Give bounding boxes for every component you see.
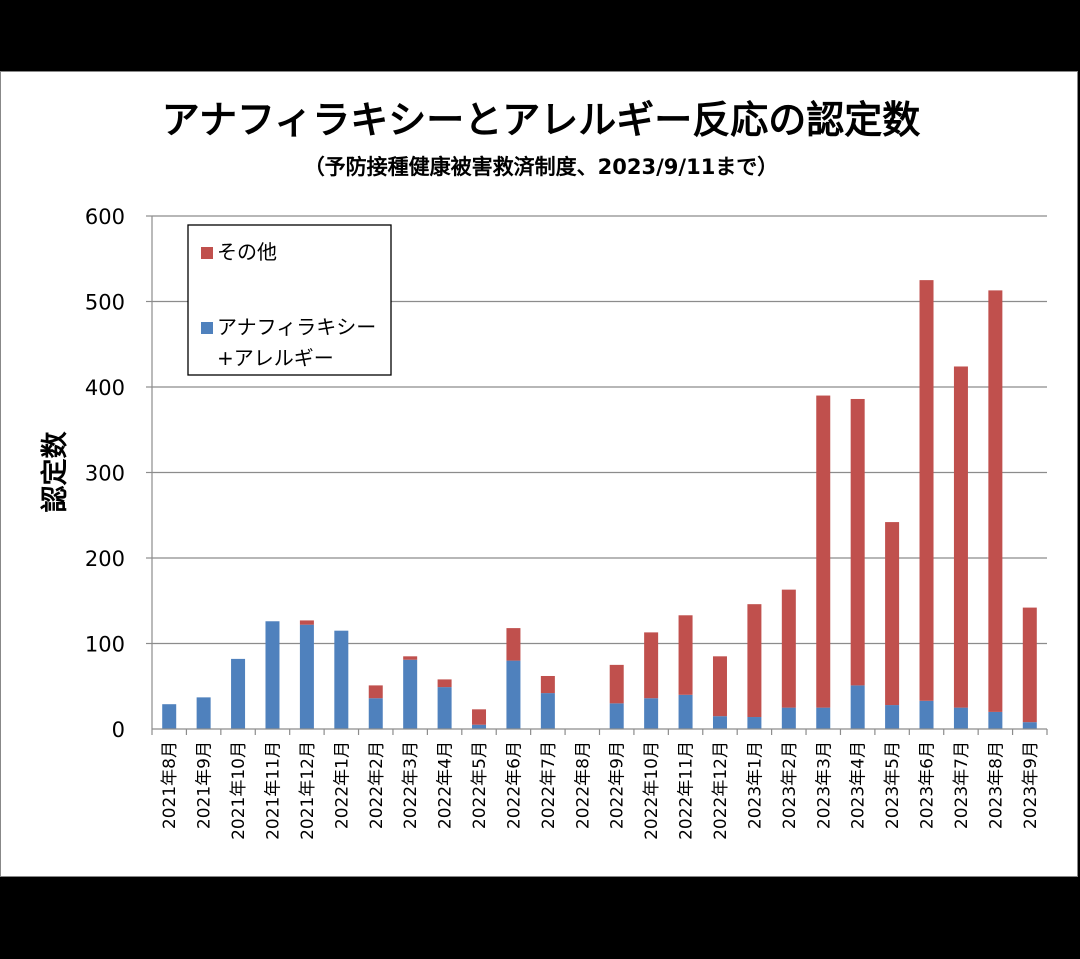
bar-segment bbox=[403, 659, 418, 729]
legend-label: +アレルギー bbox=[217, 346, 334, 370]
bar-segment bbox=[265, 621, 280, 729]
y-tick-label: 500 bbox=[85, 291, 125, 315]
x-tick-labels: 2021年8月 2021年9月 2021年10月 2021年11月 2021年12月 20… bbox=[160, 741, 1041, 840]
y-tick-label: 100 bbox=[85, 633, 125, 657]
bar-segment bbox=[472, 724, 487, 729]
chart-title: アナフィラキシーとアレルギー反応の認定数 bbox=[162, 98, 920, 142]
x-tick-label: 2023年8月 bbox=[986, 741, 1006, 829]
legend-swatch bbox=[201, 322, 213, 334]
legend-swatch bbox=[201, 247, 213, 259]
bar-segment bbox=[988, 290, 1003, 712]
bar-segment bbox=[919, 700, 934, 729]
bar-segment bbox=[644, 698, 659, 729]
chart-subtitle: （予防接種健康被害救済制度、2023/9/11まで） bbox=[304, 155, 779, 179]
x-tick-label: 2022年6月 bbox=[504, 741, 524, 829]
x-tick-label: 2021年8月 bbox=[160, 741, 180, 829]
legend-label: その他 bbox=[217, 240, 277, 264]
x-tick-label: 2022年10月 bbox=[642, 741, 662, 840]
x-tick-label: 2023年9月 bbox=[1021, 741, 1041, 829]
legend-box bbox=[187, 224, 392, 376]
bars bbox=[162, 280, 1037, 729]
bar-segment bbox=[368, 685, 383, 699]
bar-segment bbox=[472, 709, 487, 725]
bar-segment bbox=[368, 698, 383, 729]
y-tick-label: 0 bbox=[112, 718, 125, 742]
legend-label: アナフィラキシー bbox=[217, 315, 376, 339]
x-tick-label: 2023年4月 bbox=[849, 741, 869, 829]
bar-segment bbox=[506, 660, 521, 729]
x-tick-label: 2022年9月 bbox=[608, 741, 628, 829]
x-tick-label: 2022年5月 bbox=[470, 741, 490, 829]
bar-segment bbox=[712, 656, 727, 717]
bar-segment bbox=[850, 685, 865, 729]
bar-segment bbox=[540, 675, 555, 694]
x-tick-label: 2022年11月 bbox=[677, 741, 697, 840]
y-tick-label: 600 bbox=[85, 205, 125, 229]
bar-segment bbox=[678, 615, 693, 695]
bar-segment bbox=[885, 522, 900, 706]
y-tick-labels: 0 100 200 300 400 500 600 bbox=[85, 205, 125, 742]
x-tick-label: 2022年12月 bbox=[711, 741, 731, 840]
x-tick-label: 2023年5月 bbox=[883, 741, 903, 829]
chart-frame: アナフィラキシーとアレルギー反応の認定数 （予防接種健康被害救済制度、2023/… bbox=[0, 71, 1078, 877]
bar-segment bbox=[437, 687, 452, 729]
x-tick-label: 2023年7月 bbox=[952, 741, 972, 829]
x-tick-label: 2021年11月 bbox=[263, 741, 283, 840]
bar-segment bbox=[644, 632, 659, 699]
axes bbox=[146, 215, 1048, 735]
x-tick-label: 2022年1月 bbox=[332, 741, 352, 829]
bar-segment bbox=[299, 624, 314, 729]
x-tick-label: 2021年12月 bbox=[298, 741, 318, 840]
bar-segment bbox=[747, 604, 762, 718]
x-tick-label: 2023年6月 bbox=[918, 741, 938, 829]
bar-segment bbox=[781, 589, 796, 708]
bar-segment bbox=[816, 395, 831, 708]
bar-segment bbox=[299, 620, 314, 625]
bar-segment bbox=[162, 704, 177, 729]
x-tick-label: 2022年3月 bbox=[401, 741, 421, 829]
x-tick-label: 2022年8月 bbox=[573, 741, 593, 829]
bar-segment bbox=[334, 630, 349, 729]
bar-segment bbox=[678, 694, 693, 729]
bar-segment bbox=[609, 703, 624, 729]
x-tick-label: 2021年10月 bbox=[229, 741, 249, 840]
bar-segment bbox=[1022, 722, 1037, 729]
x-tick-label: 2023年2月 bbox=[780, 741, 800, 829]
bar-segment bbox=[403, 656, 418, 660]
bar-segment bbox=[816, 707, 831, 729]
chart: アナフィラキシーとアレルギー反応の認定数 （予防接種健康被害救済制度、2023/… bbox=[39, 98, 1048, 840]
bar-segment bbox=[1022, 607, 1037, 723]
bar-segment bbox=[850, 398, 865, 686]
bar-segment bbox=[919, 280, 934, 701]
y-tick-label: 400 bbox=[85, 376, 125, 400]
bar-segment bbox=[506, 628, 521, 661]
bar-segment bbox=[885, 705, 900, 729]
y-axis-label: 認定数 bbox=[39, 431, 71, 513]
bar-segment bbox=[196, 697, 211, 729]
bar-segment bbox=[953, 707, 968, 729]
bar-segment bbox=[712, 716, 727, 729]
x-tick-label: 2023年1月 bbox=[745, 741, 765, 829]
bar-segment bbox=[747, 717, 762, 729]
x-tick-label: 2022年4月 bbox=[436, 741, 456, 829]
y-tick-label: 300 bbox=[85, 462, 125, 486]
x-tick-label: 2022年2月 bbox=[367, 741, 387, 829]
bar-segment bbox=[781, 707, 796, 729]
bar-segment bbox=[609, 664, 624, 704]
x-tick-label: 2021年9月 bbox=[195, 741, 215, 829]
bar-segment bbox=[953, 366, 968, 708]
x-tick-label: 2022年7月 bbox=[539, 741, 559, 829]
bar-segment bbox=[231, 658, 246, 729]
bar-segment bbox=[540, 693, 555, 729]
bar-segment bbox=[988, 711, 1003, 729]
bar-segment bbox=[437, 679, 452, 688]
x-tick-label: 2023年3月 bbox=[814, 741, 834, 829]
y-tick-label: 200 bbox=[85, 547, 125, 571]
